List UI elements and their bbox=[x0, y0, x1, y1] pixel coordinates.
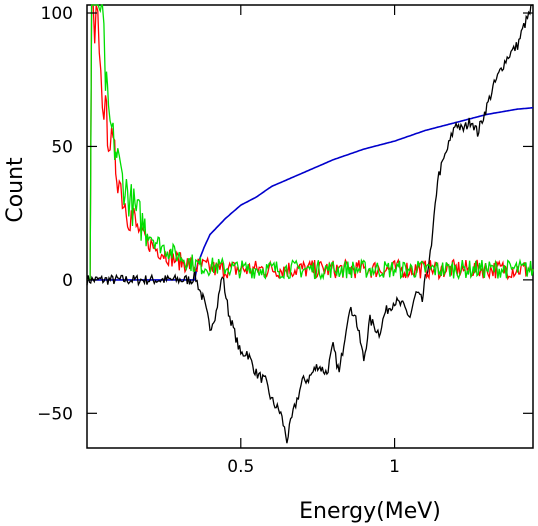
series-line bbox=[87, 106, 534, 281]
series-line bbox=[87, 4, 534, 281]
x-tick-label: 1 bbox=[389, 457, 400, 477]
x-axis-title: Energy(MeV) bbox=[299, 499, 441, 524]
plot-area bbox=[86, 4, 534, 444]
y-axis-title: Count bbox=[3, 157, 28, 223]
plot-frame bbox=[86, 4, 534, 449]
series-line bbox=[87, 4, 534, 281]
y-tick-label: −50 bbox=[37, 404, 73, 424]
y-tick-label: 0 bbox=[62, 271, 73, 291]
series-line bbox=[86, 4, 533, 444]
x-tick-label: 0.5 bbox=[227, 457, 254, 477]
y-axis: 100 50 0 −50 bbox=[37, 4, 533, 424]
y-tick-label: 50 bbox=[51, 137, 73, 157]
y-tick-label: 100 bbox=[41, 4, 73, 24]
x-axis: 0.5 1 bbox=[227, 5, 400, 477]
